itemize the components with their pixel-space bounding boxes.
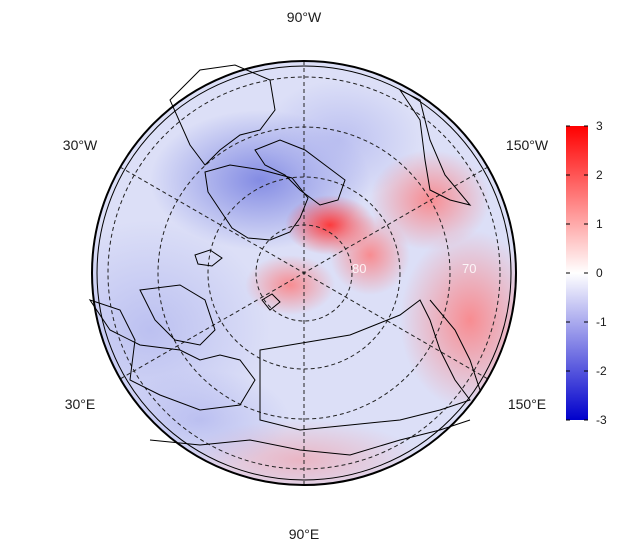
colorbar-gradient <box>566 126 588 420</box>
europe-coast <box>88 299 256 411</box>
greenland-coast <box>204 164 309 241</box>
asia-south <box>149 419 471 456</box>
colorbar-ticks <box>566 125 588 421</box>
iceland <box>194 249 223 267</box>
colorbar-tick-neg1: -1 <box>596 315 607 329</box>
siberia-coast <box>259 299 471 431</box>
arctic-archipelago <box>254 139 346 206</box>
parallel-50 <box>107 76 501 470</box>
lon-label-150e: 150°E <box>508 396 546 412</box>
lon-label-150w: 150°W <box>506 137 549 153</box>
ring-label-80: 80 <box>352 261 366 276</box>
lon-label-90e: 90°E <box>289 526 320 542</box>
map-border-inner <box>96 65 512 481</box>
lon-label-30w: 30°W <box>63 137 98 153</box>
colorbar-tick-3: 3 <box>596 119 603 133</box>
colorbar-tick-2: 2 <box>596 168 603 182</box>
meridian-150 <box>119 166 489 380</box>
map-border <box>91 60 517 486</box>
colorbar-tick-0: 0 <box>596 266 603 280</box>
ring-label-70: 70 <box>462 261 476 276</box>
lon-label-90w: 90°W <box>287 9 322 25</box>
north-america-east <box>169 64 276 166</box>
lon-label-30e: 30°E <box>65 396 96 412</box>
colorbar-tick-1: 1 <box>596 217 603 231</box>
colorbar-tick-neg2: -2 <box>596 364 607 378</box>
colorbar-tick-neg3: -3 <box>596 413 607 427</box>
kamchatka <box>429 299 481 391</box>
colorbar: 3 2 1 0 -1 -2 -3 <box>566 119 607 427</box>
svalbard <box>261 293 281 311</box>
scandinavia <box>139 284 216 346</box>
alaska-coast <box>398 88 472 206</box>
coastlines <box>88 64 481 456</box>
graticule <box>107 61 501 485</box>
anomaly-field <box>92 61 516 485</box>
